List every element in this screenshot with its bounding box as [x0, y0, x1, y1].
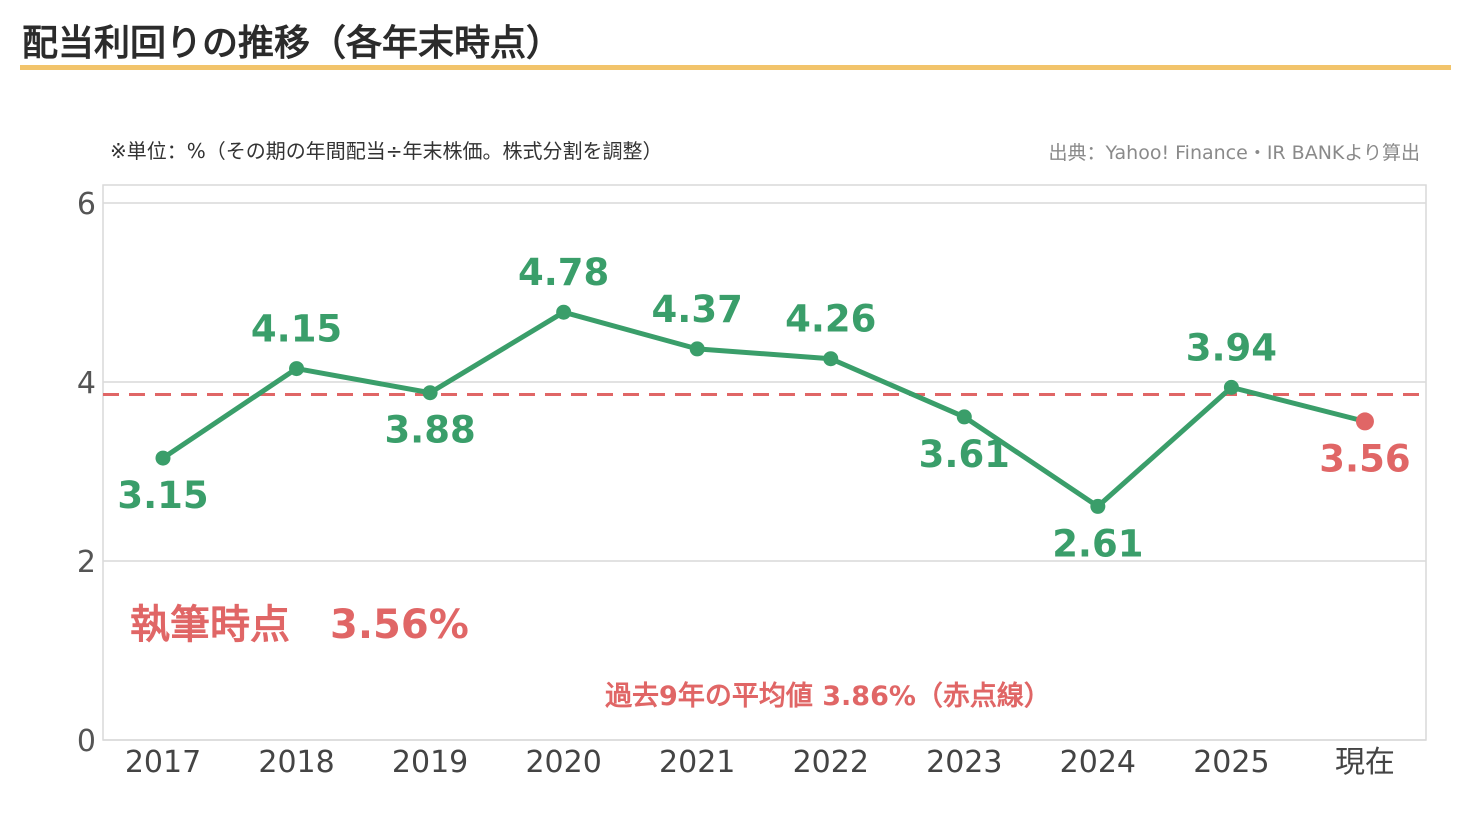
data-label: 3.94 [1186, 326, 1277, 369]
x-axis-ticks: 2017 2018 2019 2020 2021 2022 2023 2024 2025 現在 [125, 745, 1395, 780]
data-point [556, 304, 572, 320]
y-tick-label: 4 [77, 366, 96, 401]
x-tick-label: 2024 [1060, 745, 1136, 780]
page-title: 配当利回りの推移（各年末時点） [22, 23, 563, 64]
data-label: 3.88 [384, 409, 475, 452]
gridlines [103, 202, 1426, 741]
data-label: 4.26 [785, 298, 876, 341]
data-label: 3.56 [1319, 437, 1410, 480]
data-points [155, 304, 1374, 514]
x-tick-label: 2020 [525, 745, 601, 780]
x-tick-label: 現在 [1335, 745, 1395, 780]
data-point [823, 351, 839, 367]
x-tick-label: 2017 [125, 745, 201, 780]
y-tick-label: 6 [77, 187, 96, 222]
x-tick-label: 2021 [659, 745, 735, 780]
data-label: 4.78 [518, 251, 609, 294]
data-point [956, 409, 972, 425]
data-label: 3.15 [117, 474, 208, 517]
x-tick-label: 2025 [1193, 745, 1269, 780]
y-tick-label: 0 [77, 724, 96, 759]
data-point-current [1355, 412, 1374, 431]
data-point [155, 450, 171, 466]
x-tick-label: 2022 [793, 745, 869, 780]
data-label: 4.15 [251, 308, 342, 351]
plot-frame [102, 184, 1427, 741]
y-tick-label: 2 [77, 545, 96, 580]
data-point [689, 341, 705, 357]
data-point [422, 385, 438, 401]
data-labels: 3.15 4.15 3.88 4.78 4.37 4.26 3.61 2.61 3.94 3.56 [117, 251, 1410, 565]
title-underline [20, 65, 1451, 70]
data-label: 3.61 [919, 433, 1010, 476]
x-tick-label: 2019 [392, 745, 468, 780]
x-tick-label: 2023 [926, 745, 1002, 780]
data-point [1090, 498, 1106, 514]
series-line [160, 309, 1368, 509]
data-label: 2.61 [1052, 522, 1143, 565]
average-yield-annotation: 過去9年の平均値 3.86%（赤点線） [605, 680, 1051, 712]
data-point [1223, 379, 1239, 395]
data-point [289, 361, 305, 377]
y-axis-ticks: 0 2 4 6 [77, 187, 96, 759]
unit-note: ※単位：%（その期の年間配当÷年末株価。株式分割を調整） [110, 139, 663, 163]
current-yield-annotation: 執筆時点 3.56% [130, 602, 469, 648]
source-note: 出典：Yahoo! Finance・IR BANKより算出 [1048, 142, 1420, 164]
data-label: 4.37 [652, 288, 743, 331]
x-tick-label: 2018 [258, 745, 334, 780]
